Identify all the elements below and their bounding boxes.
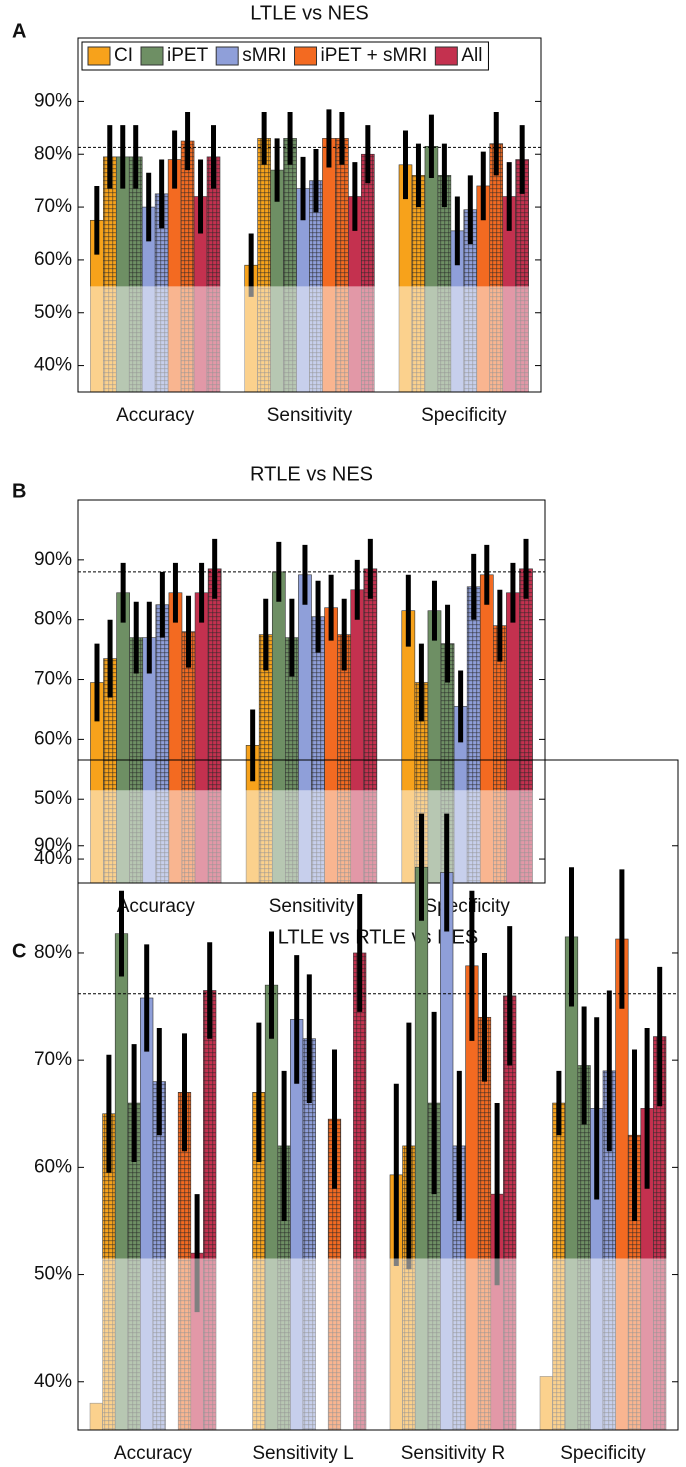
y-tick-label: 60% xyxy=(34,1156,72,1177)
y-tick-label: 90% xyxy=(34,835,72,856)
y-tick-label: 70% xyxy=(34,669,72,690)
x-tick-label: Specificity xyxy=(424,896,510,917)
x-tick-label: Accuracy xyxy=(116,405,195,426)
x-tick-label: Specificity xyxy=(421,405,507,426)
chart-title: LTLE vs NES xyxy=(250,2,369,24)
plot-frame xyxy=(77,759,679,1431)
x-tick-label: Sensitivity xyxy=(267,405,353,426)
panel-letter: B xyxy=(12,480,26,502)
y-tick-label: 40% xyxy=(34,1371,72,1392)
y-tick-label: 80% xyxy=(34,609,72,630)
chart-title: LTLE vs RTLE vs NES xyxy=(278,926,478,948)
legend-swatch xyxy=(434,46,458,66)
panel-letter: A xyxy=(12,20,26,42)
chart-title: RTLE vs NES xyxy=(250,463,373,485)
y-tick-label: 70% xyxy=(34,1049,72,1070)
legend-label: iPET + sMRI xyxy=(321,45,428,66)
x-tick-label: Specificity xyxy=(560,1443,646,1464)
plot-frame xyxy=(77,37,542,393)
legend-label: iPET xyxy=(167,45,209,66)
y-tick-label: 50% xyxy=(34,302,72,323)
x-tick-label: Sensitivity L xyxy=(252,1443,353,1464)
legend-swatch xyxy=(87,46,111,66)
panel-letter: C xyxy=(12,940,26,962)
legend-swatch xyxy=(140,46,164,66)
x-tick-label: Sensitivity xyxy=(269,896,355,917)
legend-label: CI xyxy=(114,45,133,66)
y-tick-label: 60% xyxy=(34,249,72,270)
chance-region xyxy=(78,286,541,392)
plot-frame xyxy=(77,499,546,884)
y-tick-label: 40% xyxy=(34,355,72,376)
x-tick-label: Sensitivity R xyxy=(401,1443,506,1464)
x-tick-label: Accuracy xyxy=(117,896,196,917)
chance-region xyxy=(78,1258,678,1430)
y-tick-label: 90% xyxy=(34,90,72,111)
y-tick-label: 40% xyxy=(34,848,72,869)
x-tick-label: Accuracy xyxy=(114,1443,193,1464)
chance-region xyxy=(78,790,545,883)
y-tick-label: 80% xyxy=(34,143,72,164)
legend-swatch xyxy=(215,46,239,66)
y-tick-label: 60% xyxy=(34,728,72,749)
legend-label: sMRI xyxy=(242,45,286,66)
y-tick-label: 80% xyxy=(34,942,72,963)
legend-swatch xyxy=(294,46,318,66)
y-tick-label: 70% xyxy=(34,196,72,217)
legend-label: All xyxy=(461,45,482,66)
y-tick-label: 50% xyxy=(34,1264,72,1285)
y-tick-label: 50% xyxy=(34,788,72,809)
y-tick-label: 90% xyxy=(34,549,72,570)
